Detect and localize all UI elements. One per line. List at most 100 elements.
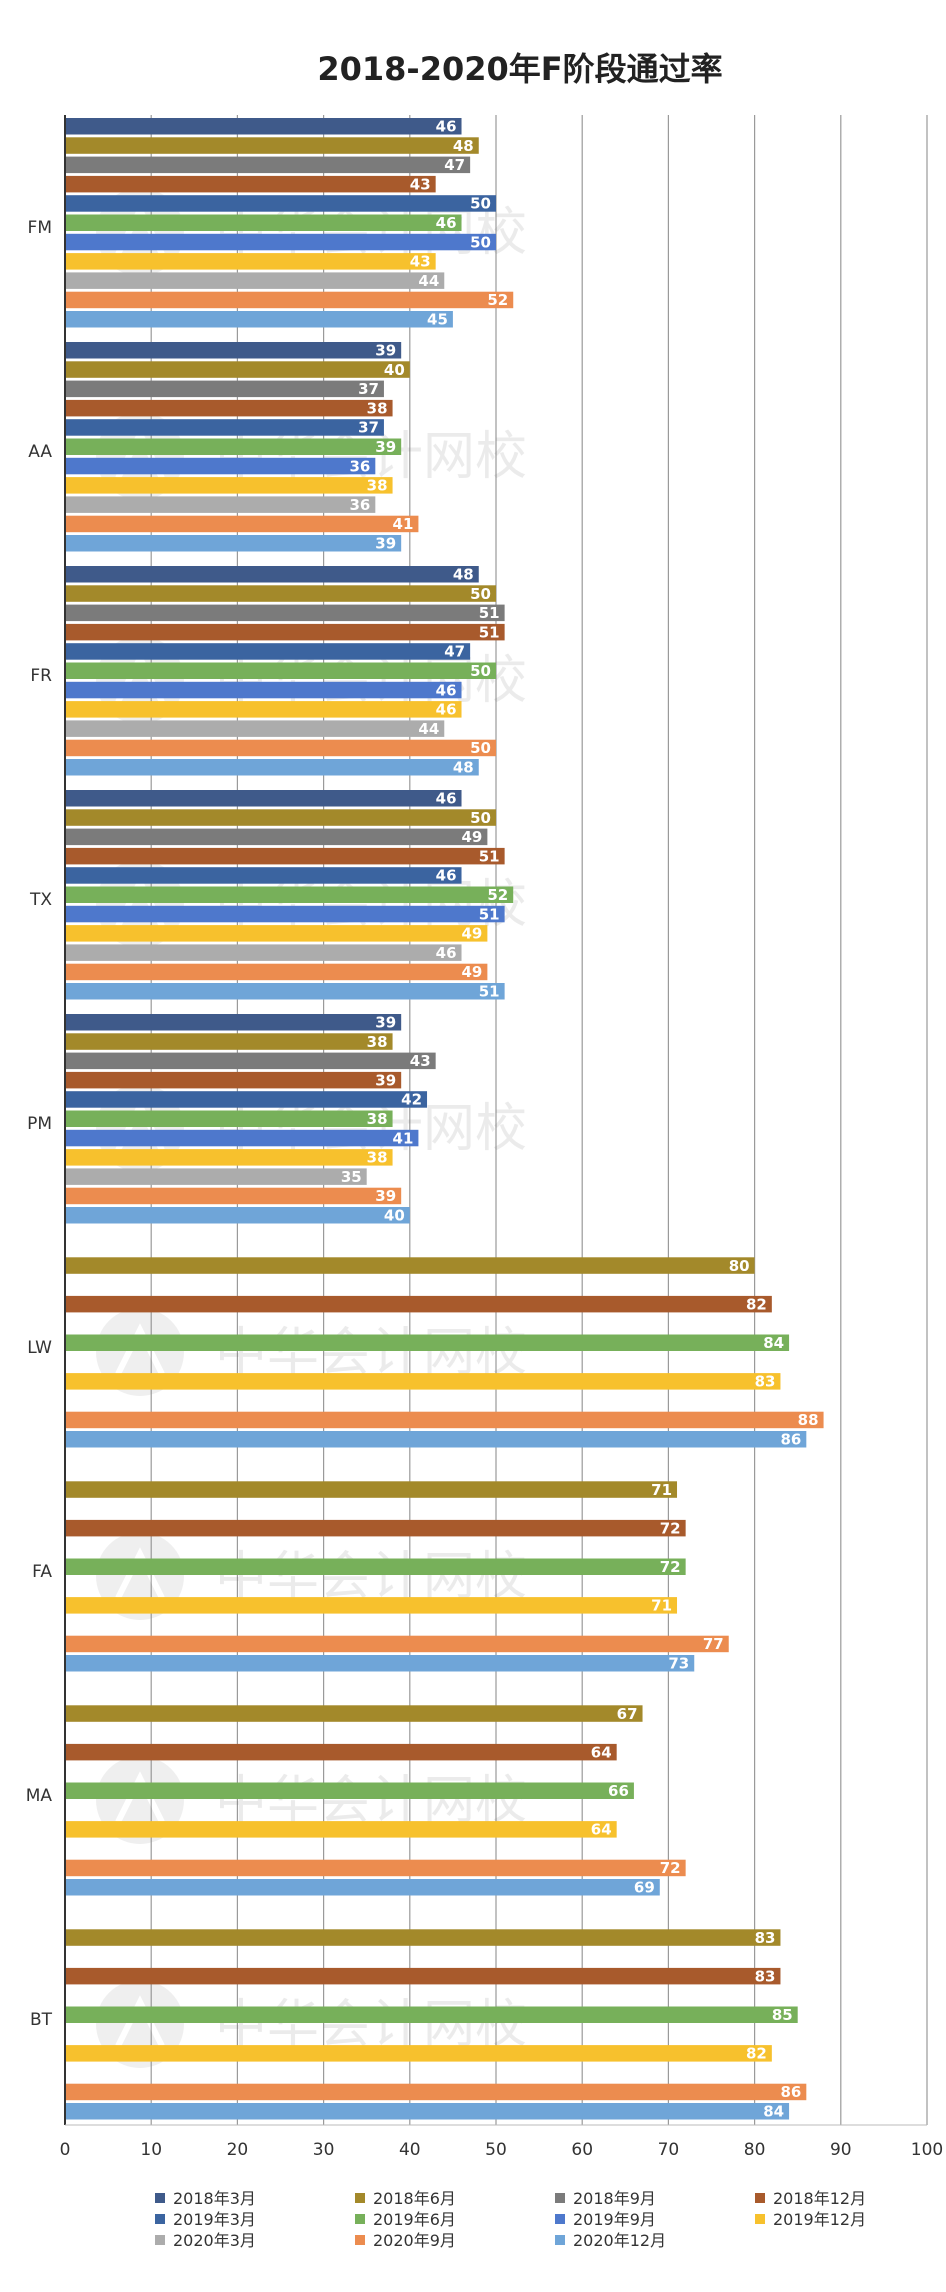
x-tick-label: 20 — [227, 2140, 249, 2160]
bar-data-label: 72 — [660, 1519, 681, 1537]
x-tick-label: 10 — [140, 2140, 162, 2160]
watermark-text: 中华会计网校 — [215, 203, 527, 263]
bar-data-label: 47 — [444, 156, 465, 174]
bar-data-label: 69 — [634, 1879, 655, 1897]
bar-data-label: 38 — [367, 1110, 388, 1128]
category-group-bt: 83 83 85 82 86 84 — [65, 1929, 807, 2121]
bar — [65, 1967, 781, 1985]
bar — [65, 1168, 367, 1185]
bar — [65, 1052, 436, 1070]
bar-data-label: 39 — [375, 1071, 396, 1089]
x-tick-label: 90 — [830, 2140, 852, 2160]
bar-data-label: 38 — [367, 477, 388, 495]
bar — [65, 867, 462, 884]
bar-data-label: 67 — [617, 1705, 638, 1723]
bar-data-label: 48 — [453, 137, 474, 155]
bar-data-label: 38 — [367, 399, 388, 417]
bar-data-label: 82 — [746, 2045, 767, 2063]
bar-data-label: 36 — [349, 457, 370, 475]
bar-data-label: 46 — [436, 681, 457, 699]
bar — [65, 233, 496, 251]
bar-data-label: 52 — [487, 886, 508, 904]
legend-label: 2018年6月 — [373, 2189, 456, 2208]
bar-data-label: 83 — [755, 1373, 776, 1391]
bar — [65, 1519, 686, 1537]
legend-label: 2019年9月 — [573, 2210, 656, 2229]
legend-swatch — [555, 2193, 565, 2203]
bar-data-label: 45 — [427, 311, 448, 329]
watermark-text: 中华会计网校 — [215, 1547, 527, 1607]
bar-data-label: 39 — [375, 342, 396, 360]
bar — [65, 809, 496, 826]
bar-data-label: 46 — [436, 214, 457, 232]
legend-swatch — [355, 2193, 365, 2203]
bar — [65, 623, 505, 641]
y-category-label: LW — [27, 1338, 52, 1358]
bar — [65, 2006, 798, 2023]
bar-data-label: 38 — [367, 1033, 388, 1051]
bar-data-label: 44 — [418, 720, 439, 738]
bar — [65, 1655, 695, 1672]
bar — [65, 1257, 755, 1274]
legend-swatch — [555, 2235, 565, 2245]
watermark-text: 中华会计网校 — [215, 1995, 527, 2055]
bar-data-label: 71 — [651, 1597, 672, 1615]
bar — [65, 720, 445, 737]
bar-data-label: 43 — [410, 253, 431, 271]
legend-swatch — [755, 2214, 765, 2224]
bar — [65, 681, 462, 699]
bar — [65, 1635, 729, 1653]
bar — [65, 963, 488, 981]
bar — [65, 1373, 781, 1390]
bar — [65, 1295, 772, 1313]
bar-data-label: 38 — [367, 1149, 388, 1167]
bar-data-label: 42 — [401, 1091, 422, 1109]
bar — [65, 457, 376, 475]
bar — [65, 253, 436, 270]
bar — [65, 438, 402, 455]
category-group-fa: 71 72 72 71 77 73 — [65, 1481, 729, 1673]
y-category-label: AA — [28, 442, 52, 462]
bar-data-label: 49 — [462, 963, 483, 981]
bar-data-label: 52 — [487, 291, 508, 309]
bar-data-label: 46 — [436, 944, 457, 962]
bar-data-label: 46 — [436, 790, 457, 808]
bar — [65, 1782, 634, 1799]
bar — [65, 214, 462, 231]
bar — [65, 1481, 678, 1498]
bar-data-label: 82 — [746, 1295, 767, 1313]
chart-title: 2018-2020年F阶段通过率 — [317, 50, 722, 88]
bar-data-label: 40 — [384, 1207, 405, 1225]
bar — [65, 905, 505, 923]
bar-data-label: 51 — [479, 983, 500, 1001]
bar-data-label: 48 — [453, 759, 474, 777]
x-tick-label: 0 — [60, 2140, 71, 2160]
bar-data-label: 80 — [729, 1257, 750, 1275]
legend-item: 2020年12月 — [555, 2231, 666, 2250]
y-category-label: BT — [30, 2010, 53, 2030]
bar-data-label: 50 — [470, 739, 491, 757]
bar-data-label: 39 — [375, 1187, 396, 1205]
bar — [65, 1929, 781, 1946]
legend-swatch — [155, 2193, 165, 2203]
bar — [65, 662, 496, 679]
bar-data-label: 43 — [410, 175, 431, 193]
bar — [65, 1091, 428, 1108]
bar — [65, 739, 496, 757]
bar-data-label: 66 — [608, 1782, 629, 1800]
bar-data-label: 36 — [349, 496, 370, 514]
category-group-ma: 67 64 66 64 72 69 — [65, 1705, 686, 1897]
bar-data-label: 86 — [780, 1431, 801, 1449]
bar-data-label: 64 — [591, 1743, 612, 1761]
bar — [65, 1743, 617, 1761]
bar-data-label: 41 — [393, 1129, 414, 1147]
legend-label: 2020年3月 — [173, 2231, 256, 2250]
bar-data-label: 85 — [772, 2006, 793, 2024]
bar-data-label: 46 — [436, 867, 457, 885]
bar — [65, 118, 462, 135]
legend-item: 2019年6月 — [355, 2210, 456, 2229]
